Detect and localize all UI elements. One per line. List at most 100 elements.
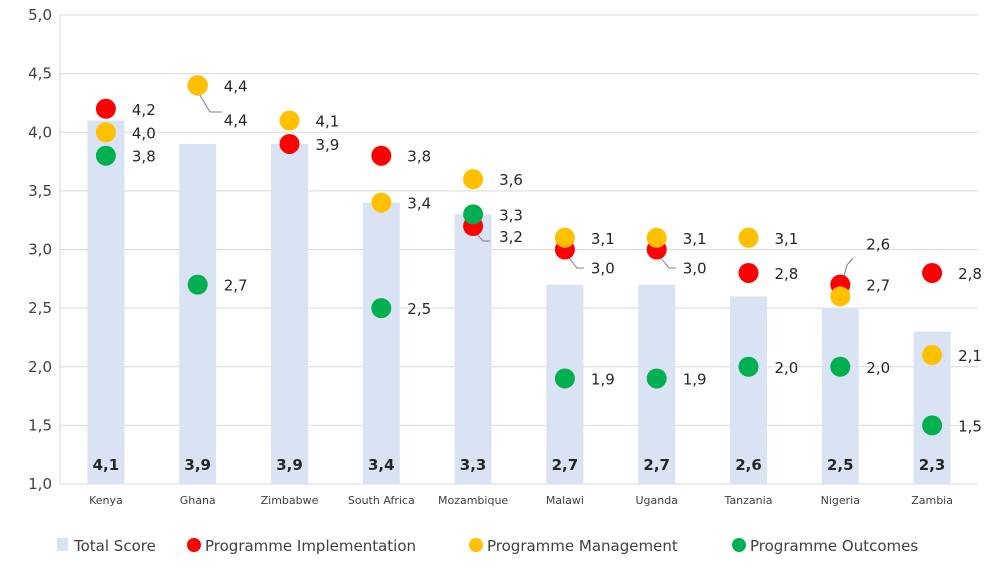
bar-kenya bbox=[87, 120, 125, 485]
x-tick-label-nigeria: Nigeria bbox=[821, 494, 860, 507]
legend-label-programme-outcomes: Programme Outcomes bbox=[750, 537, 918, 555]
x-tick-label-mozambique: Mozambique bbox=[438, 494, 508, 507]
bar-label-malawi: 2,7 bbox=[552, 456, 579, 474]
point-programme-outcomes-nigeria bbox=[830, 356, 851, 377]
label-programme-management-south-africa: 3,4 bbox=[407, 195, 431, 213]
legend-swatch-programme-outcomes bbox=[732, 538, 746, 552]
label-programme-implementation-zambia: 2,8 bbox=[958, 265, 982, 283]
label-programme-management-zambia: 2,1 bbox=[958, 347, 982, 365]
label-programme-outcomes-tanzania: 2,0 bbox=[775, 359, 799, 377]
x-tick-label-zambia: Zambia bbox=[911, 494, 953, 507]
x-tick-label-tanzania: Tanzania bbox=[724, 494, 773, 507]
point-programme-outcomes-tanzania bbox=[738, 356, 759, 377]
y-tick-label: 5,0 bbox=[28, 6, 52, 24]
leader-line bbox=[197, 91, 222, 113]
legend-label-programme-implementation: Programme Implementation bbox=[205, 537, 416, 555]
label-programme-outcomes-uganda: 1,9 bbox=[683, 370, 707, 388]
bar-label-south-africa: 3,4 bbox=[368, 456, 395, 474]
point-programme-management-zimbabwe bbox=[279, 110, 300, 131]
label-programme-implementation-south-africa: 3,8 bbox=[407, 148, 431, 166]
y-tick-label: 2,0 bbox=[28, 358, 52, 376]
label-programme-implementation-nigeria: 2,7 bbox=[866, 277, 890, 295]
points bbox=[95, 75, 943, 436]
bar-label-zambia: 2,3 bbox=[919, 456, 946, 474]
point-programme-outcomes-south-africa bbox=[371, 298, 392, 319]
point-programme-management-kenya bbox=[95, 122, 116, 143]
y-tick-label: 4,5 bbox=[28, 65, 52, 83]
x-tick-label-south-africa: South Africa bbox=[348, 494, 415, 507]
point-programme-management-zambia bbox=[922, 345, 943, 366]
bar-label-uganda: 2,7 bbox=[643, 456, 670, 474]
point-programme-implementation-zimbabwe bbox=[279, 133, 300, 154]
bar-south-africa bbox=[362, 202, 400, 484]
point-programme-management-uganda bbox=[646, 227, 667, 248]
label-programme-outcomes-malawi: 1,9 bbox=[591, 370, 615, 388]
label-programme-implementation-kenya: 4,2 bbox=[132, 101, 156, 119]
label-programme-management-uganda: 3,1 bbox=[683, 230, 707, 248]
x-tick-label-uganda: Uganda bbox=[635, 494, 677, 507]
axis-labels: 1,0 1,5 2,0 2,5 3,0 3,5 4,0 4,5 5,0 Kenya Ghana Zim… bbox=[28, 6, 953, 507]
point-programme-outcomes-uganda bbox=[646, 368, 667, 389]
point-programme-management-tanzania bbox=[738, 227, 759, 248]
bar-ghana bbox=[179, 143, 217, 484]
point-programme-implementation-south-africa bbox=[371, 145, 392, 166]
y-tick-label: 4,0 bbox=[28, 123, 52, 141]
point-programme-management-south-africa bbox=[371, 192, 392, 213]
legend-label-programme-management: Programme Management bbox=[487, 537, 678, 555]
label-programme-outcomes-ghana: 2,7 bbox=[224, 277, 248, 295]
label-programme-outcomes-nigeria: 2,0 bbox=[866, 359, 890, 377]
label-programme-outcomes-mozambique: 3,3 bbox=[499, 206, 523, 224]
label-programme-implementation-malawi: 3,0 bbox=[591, 260, 615, 278]
point-programme-implementation-zambia bbox=[922, 262, 943, 283]
label-programme-management-nigeria: 2,6 bbox=[866, 235, 890, 253]
label-programme-implementation-zimbabwe: 3,9 bbox=[316, 136, 340, 154]
legend-swatch-programme-implementation bbox=[187, 538, 201, 552]
bar-nigeria bbox=[821, 308, 859, 484]
y-tick-label: 3,0 bbox=[28, 241, 52, 259]
point-programme-outcomes-malawi bbox=[554, 368, 575, 389]
point-programme-management-malawi bbox=[554, 227, 575, 248]
legend: Total Score Programme Implementation Progr… bbox=[57, 537, 918, 555]
y-tick-label: 1,0 bbox=[28, 475, 52, 493]
leader-line bbox=[474, 231, 490, 242]
leader-lines bbox=[197, 91, 854, 288]
label-programme-implementation-ghana: 4,4 bbox=[224, 111, 248, 129]
point-programme-management-ghana bbox=[187, 75, 208, 96]
bar-tanzania bbox=[730, 296, 767, 484]
bar-label-ghana: 3,9 bbox=[184, 456, 211, 474]
point-programme-management-mozambique bbox=[463, 169, 484, 190]
bar-label-mozambique: 3,3 bbox=[460, 456, 487, 474]
label-programme-outcomes-south-africa: 2,5 bbox=[407, 300, 431, 318]
bar-mozambique bbox=[454, 214, 492, 484]
bars bbox=[87, 120, 951, 485]
leader-line bbox=[568, 257, 584, 269]
label-programme-management-mozambique: 3,6 bbox=[499, 171, 523, 189]
bar-label-tanzania: 2,6 bbox=[735, 456, 762, 474]
label-programme-management-malawi: 3,1 bbox=[591, 230, 615, 248]
label-programme-implementation-mozambique: 3,2 bbox=[499, 228, 523, 246]
label-programme-outcomes-zambia: 1,5 bbox=[958, 417, 982, 435]
leader-line bbox=[660, 257, 676, 269]
bar-label-zimbabwe: 3,9 bbox=[276, 456, 303, 474]
bar-label-kenya: 4,1 bbox=[93, 456, 120, 474]
x-tick-label-zimbabwe: Zimbabwe bbox=[261, 494, 319, 507]
label-programme-implementation-tanzania: 2,8 bbox=[775, 265, 799, 283]
y-tick-label: 3,5 bbox=[28, 182, 52, 200]
legend-swatch-programme-management bbox=[469, 538, 483, 552]
label-programme-management-tanzania: 3,1 bbox=[775, 230, 799, 248]
point-programme-outcomes-kenya bbox=[95, 145, 116, 166]
legend-swatch-total-score bbox=[57, 538, 68, 551]
label-programme-outcomes-kenya: 3,8 bbox=[132, 148, 156, 166]
point-programme-outcomes-mozambique bbox=[463, 204, 484, 225]
label-programme-management-zimbabwe: 4,1 bbox=[316, 113, 340, 131]
y-tick-label: 2,5 bbox=[28, 299, 52, 317]
bar-zimbabwe bbox=[271, 143, 308, 484]
x-tick-label-kenya: Kenya bbox=[89, 494, 123, 507]
label-programme-management-ghana: 4,4 bbox=[224, 77, 248, 95]
point-programme-outcomes-ghana bbox=[187, 274, 208, 295]
label-programme-implementation-uganda: 3,0 bbox=[683, 260, 707, 278]
y-tick-label: 1,5 bbox=[28, 416, 52, 434]
point-programme-management-nigeria bbox=[830, 286, 851, 307]
point-programme-implementation-tanzania bbox=[738, 262, 759, 283]
